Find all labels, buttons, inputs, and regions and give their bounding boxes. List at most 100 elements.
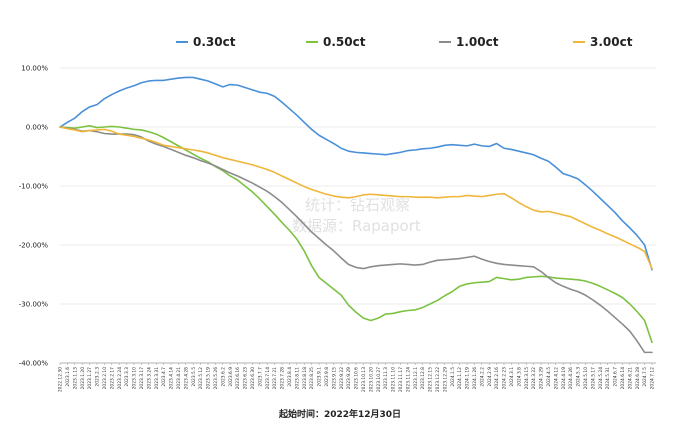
x-tick-label: 2023.8.4 (287, 367, 293, 387)
x-tick-label: 2023.4.28 (183, 367, 189, 390)
x-tick-label: 2024.1.12 (457, 367, 463, 390)
x-tick-label: 2023.8.11 (294, 367, 300, 390)
x-tick-label: 2023.7.7 (257, 367, 263, 387)
y-axis-ticks: 10.00% 0.00% -10.00% -20.00% -30.00% -40.00% (19, 65, 49, 368)
x-tick-label: 2023.5.26 (213, 367, 219, 390)
series-line-0.50ct (59, 125, 653, 344)
y-tick-label: 10.00% (21, 65, 48, 73)
x-tick-label: 2023.10.6 (354, 367, 360, 390)
x-tick-label: 2024.5.17 (590, 367, 596, 390)
x-tick-label: 2023.3.3 (124, 367, 130, 387)
legend-label: 1.00ct (456, 35, 499, 49)
x-tick-label: 2024.5.10 (583, 367, 589, 390)
x-tick-label: 2024.7.5 (642, 367, 648, 387)
x-tick-label: 2023.12.22 (435, 367, 441, 392)
x-tick-label: 2024.6.7 (613, 367, 619, 387)
x-tick-label: 2024.7.12 (650, 367, 656, 390)
x-tick-label: 2024.3.29 (539, 367, 545, 390)
x-tick-label: 2024.3.22 (531, 367, 537, 390)
x-tick-label: 2023.4.21 (176, 367, 182, 390)
x-tick-label: 2023.4.14 (169, 367, 175, 390)
x-tick-label: 2022.12.30 (58, 367, 64, 392)
x-tick-label: 2023.9.15 (331, 367, 337, 390)
x-tick-label: 2023.12.1 (413, 367, 419, 390)
x-tick-label: 2024.5.3 (576, 367, 582, 387)
x-tick-label: 2023.5.19 (206, 367, 212, 390)
x-tick-label: 2023.5.12 (198, 367, 204, 390)
x-tick-label: 2023.10.20 (368, 367, 374, 392)
series-line-0.30ct (59, 76, 653, 271)
x-tick-label: 2023.2.17 (109, 367, 115, 390)
legend: 0.30ct 0.50ct 1.00ct 3.00ct (176, 35, 633, 49)
x-tick-label: 2024.1.26 (472, 367, 478, 390)
x-tick-label: 2023.10.27 (376, 367, 382, 392)
series-lines (59, 76, 653, 354)
x-tick-label: 2023.6.16 (235, 367, 241, 390)
x-tick-label: 2023.3.31 (154, 367, 160, 390)
x-tick-label: 2024.6.14 (620, 367, 626, 390)
legend-label: 3.00ct (590, 35, 633, 49)
watermark-line-1: 统计：钻石观察 (305, 196, 410, 214)
series-line-1.00ct (59, 126, 653, 354)
x-tick-label: 2024.2.2 (479, 367, 485, 387)
x-tick-label: 2023.9.22 (339, 367, 345, 390)
x-tick-label: 2024.6.28 (635, 367, 641, 390)
x-tick-label: 2023.9.29 (346, 367, 352, 390)
x-tick-label: 2024.2.16 (494, 367, 500, 390)
x-tick-label: 2024.3.8 (516, 367, 522, 387)
x-tick-label: 2023.11.24 (405, 367, 411, 392)
x-tick-label: 2024.4.26 (568, 367, 574, 390)
x-tick-label: 2024.5.31 (605, 367, 611, 390)
x-tick-label: 2023.9.8 (324, 367, 330, 387)
x-tick-label: 2023.1.13 (72, 367, 78, 390)
y-tick-label: -40.00% (19, 360, 49, 368)
x-tick-label: 2023.12.29 (442, 367, 448, 392)
x-tick-label: 2023.6.23 (243, 367, 249, 390)
y-tick-label: 0.00% (26, 124, 49, 132)
x-axis-caption: 起始时间：2022年12月30日 (278, 408, 401, 420)
x-tick-label: 2024.3.15 (524, 367, 530, 390)
y-tick-label: -20.00% (19, 242, 49, 250)
x-tick-label: 2023.1.6 (65, 367, 71, 387)
legend-label: 0.50ct (323, 35, 366, 49)
x-tick-label: 2024.3.1 (509, 367, 515, 387)
x-tick-label: 2023.6.30 (250, 367, 256, 390)
x-tick-label: 2023.2.10 (102, 367, 108, 390)
watermark: 统计：钻石观察 数据源：Rapaport (292, 196, 421, 235)
x-tick-label: 2023.12.15 (428, 367, 434, 392)
x-tick-label: 2024.5.24 (598, 367, 604, 390)
x-tick-label: 2023.1.27 (87, 367, 93, 390)
x-tick-label: 2023.11.17 (398, 367, 404, 392)
x-tick-label: 2023.9.1 (317, 367, 323, 387)
x-tick-label: 2023.4.7 (161, 367, 167, 387)
x-tick-label: 2024.2.23 (502, 367, 508, 390)
x-tick-label: 2023.11.3 (383, 367, 389, 390)
legend-label: 0.30ct (193, 35, 236, 49)
x-tick-label: 2023.2.3 (95, 367, 101, 387)
x-tick-label: 2023.7.14 (265, 367, 271, 390)
x-tick-label: 2023.3.17 (139, 367, 145, 390)
x-tick-label: 2023.5.5 (191, 367, 197, 387)
x-tick-label: 2023.3.24 (146, 367, 152, 390)
x-axis-ticks: 2022.12.30 2023.1.6 2023.1.13 2023.1.20 2023… (58, 363, 656, 392)
gridlines (60, 67, 656, 364)
y-tick-label: -10.00% (19, 183, 49, 191)
y-tick-label: -30.00% (19, 301, 49, 309)
x-tick-label: 2023.6.9 (228, 367, 234, 387)
x-tick-label: 2024.6.21 (627, 367, 633, 390)
x-tick-label: 2024.4.19 (561, 367, 567, 390)
x-tick-label: 2023.8.25 (309, 367, 315, 390)
x-tick-label: 2023.7.21 (272, 367, 278, 390)
x-tick-label: 2023.8.18 (302, 367, 308, 390)
x-tick-label: 2023.12.8 (420, 367, 426, 390)
x-tick-label: 2023.3.10 (132, 367, 138, 390)
watermark-line-2: 数据源：Rapaport (292, 217, 421, 235)
x-tick-label: 2023.11.10 (391, 367, 397, 392)
x-tick-label: 2024.1.19 (465, 367, 471, 390)
x-tick-label: 2024.4.5 (546, 367, 552, 387)
x-tick-label: 2023.1.20 (80, 367, 86, 390)
x-tick-label: 2024.1.5 (450, 367, 456, 387)
x-tick-label: 2023.7.28 (280, 367, 286, 390)
